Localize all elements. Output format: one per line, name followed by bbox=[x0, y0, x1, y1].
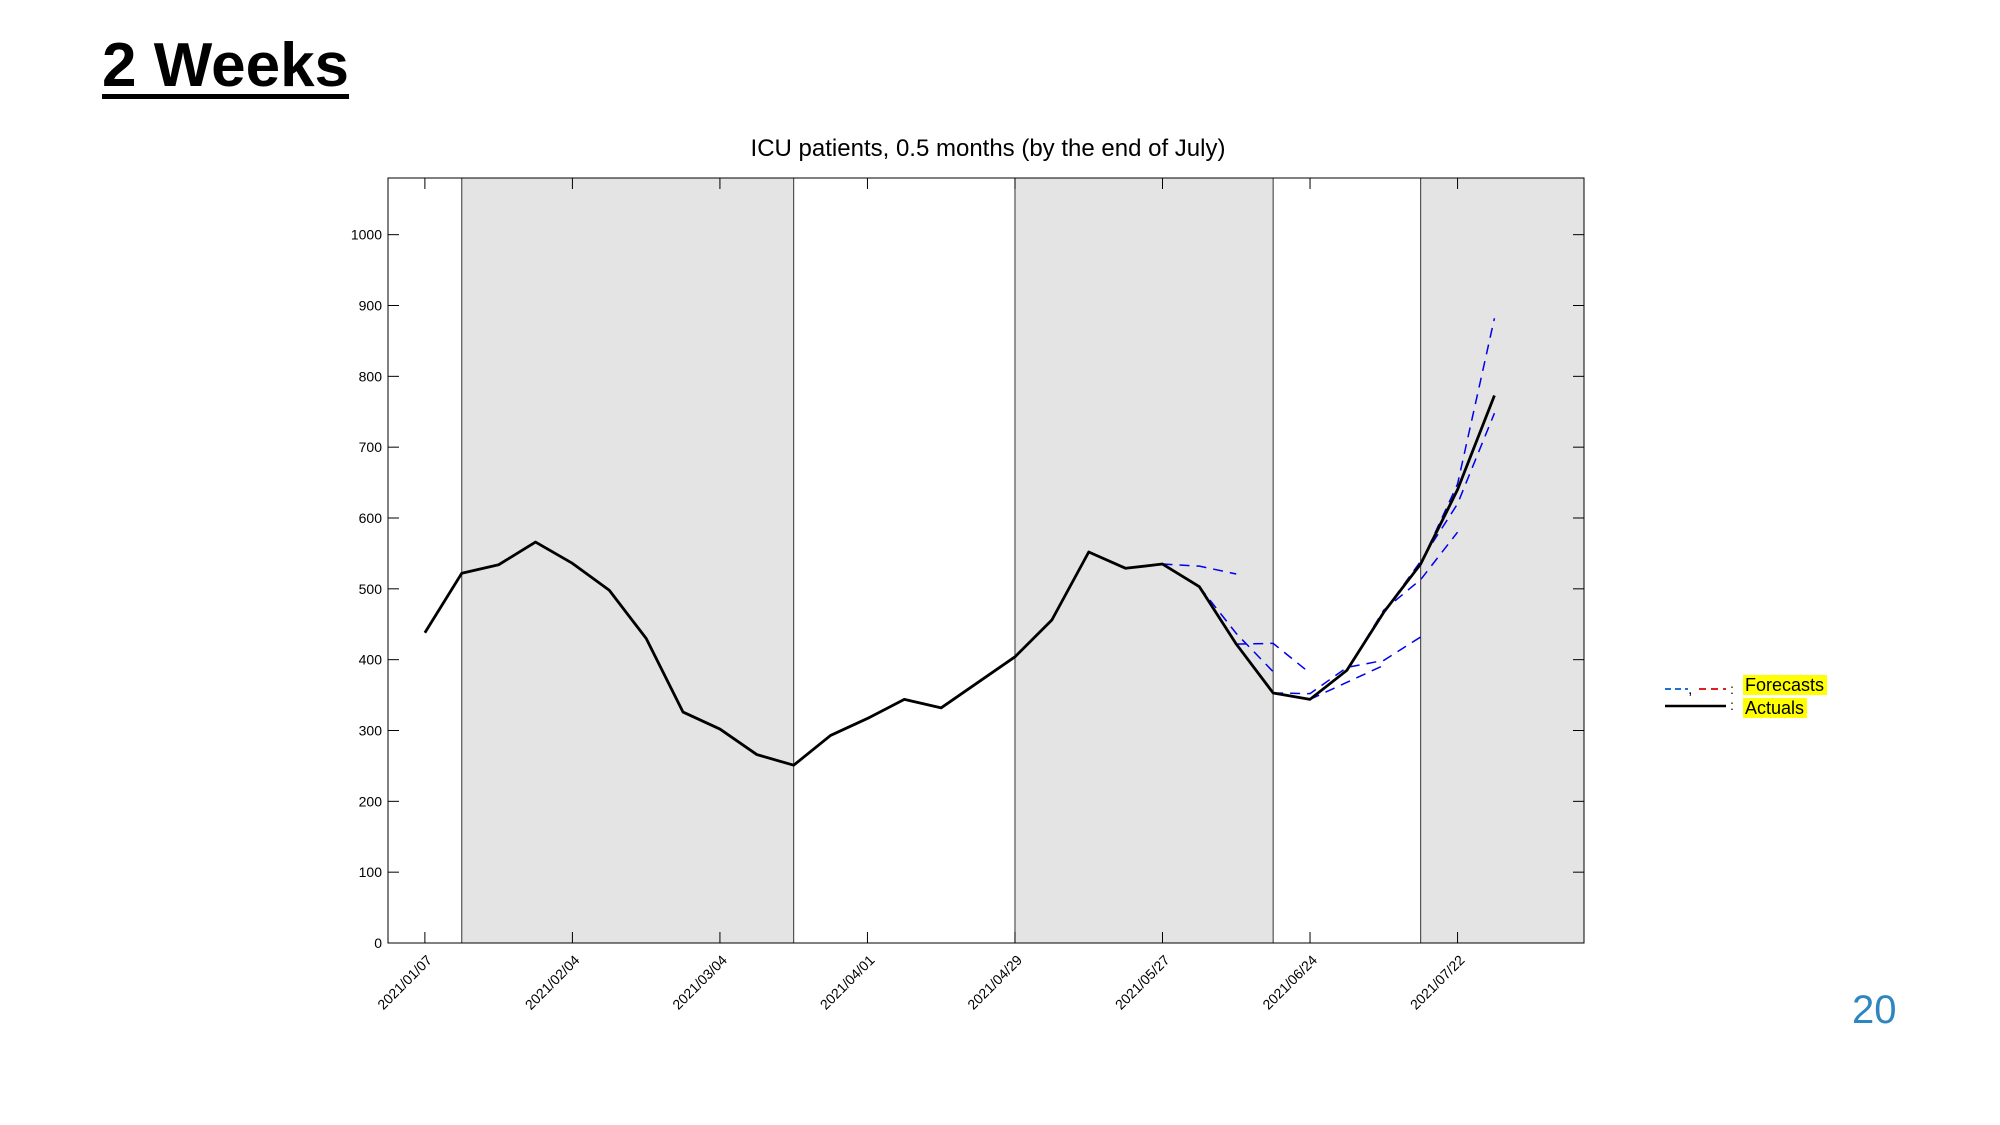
y-tick-label-10: 1000 bbox=[351, 227, 382, 243]
forecast-line-2 bbox=[1236, 642, 1311, 674]
y-tick-label-2: 200 bbox=[359, 793, 383, 809]
y-tick-label-8: 800 bbox=[359, 368, 383, 384]
shaded-period-2 bbox=[1420, 178, 1584, 943]
plot-frame bbox=[387, 177, 1585, 944]
page-number: 20 bbox=[1852, 988, 1897, 1032]
legend-colon-actual: : bbox=[1730, 697, 1734, 713]
y-tick-label-6: 600 bbox=[359, 510, 383, 526]
x-tick-label-1: 2021/02/04 bbox=[522, 952, 583, 1013]
shaded-period-0 bbox=[461, 178, 794, 943]
x-tick-label-2: 2021/03/04 bbox=[669, 952, 730, 1013]
shaded-periods bbox=[461, 178, 1584, 943]
forecast-line-4 bbox=[1309, 664, 1385, 701]
legend-actual-highlight bbox=[1743, 698, 1807, 718]
shaded-period-1 bbox=[1014, 178, 1274, 943]
forecast-line-0 bbox=[1162, 563, 1237, 575]
x-tick-label-5: 2021/05/27 bbox=[1112, 952, 1173, 1013]
actuals-line bbox=[423, 394, 1496, 767]
y-tick-label-5: 500 bbox=[359, 581, 383, 597]
chart-title: ICU patients, 0.5 months (by the end of … bbox=[751, 135, 1226, 162]
forecast-line-7 bbox=[1419, 318, 1496, 565]
y-tick-label-1: 100 bbox=[359, 864, 383, 880]
y-tick-label-0: 0 bbox=[374, 935, 382, 951]
y-tick-label-9: 900 bbox=[359, 298, 383, 314]
legend-actual-label: Actuals bbox=[1745, 698, 1804, 718]
legend-colon-forecast: : bbox=[1730, 681, 1734, 697]
x-tick-label-3: 2021/04/01 bbox=[817, 952, 878, 1013]
y-tick-label-4: 400 bbox=[359, 652, 383, 668]
forecast-line-3 bbox=[1273, 636, 1422, 695]
x-tick-label-4: 2021/04/29 bbox=[964, 952, 1025, 1013]
y-tick-label-7: 700 bbox=[359, 439, 383, 455]
x-tick-label-6: 2021/06/24 bbox=[1259, 952, 1320, 1013]
legend: , : Forecasts : Actuals bbox=[1665, 675, 1827, 718]
slide-title: 2 Weeks bbox=[102, 31, 350, 100]
x-tick-label-0: 2021/01/07 bbox=[374, 952, 435, 1013]
legend-forecast-highlight bbox=[1743, 675, 1827, 695]
forecast-line-1 bbox=[1198, 586, 1274, 673]
x-tick-label-7: 2021/07/22 bbox=[1407, 952, 1468, 1013]
legend-forecast-label: Forecasts bbox=[1745, 675, 1824, 695]
series-layer bbox=[423, 318, 1496, 767]
y-tick-label-3: 300 bbox=[359, 723, 383, 739]
legend-comma: , bbox=[1688, 681, 1692, 698]
